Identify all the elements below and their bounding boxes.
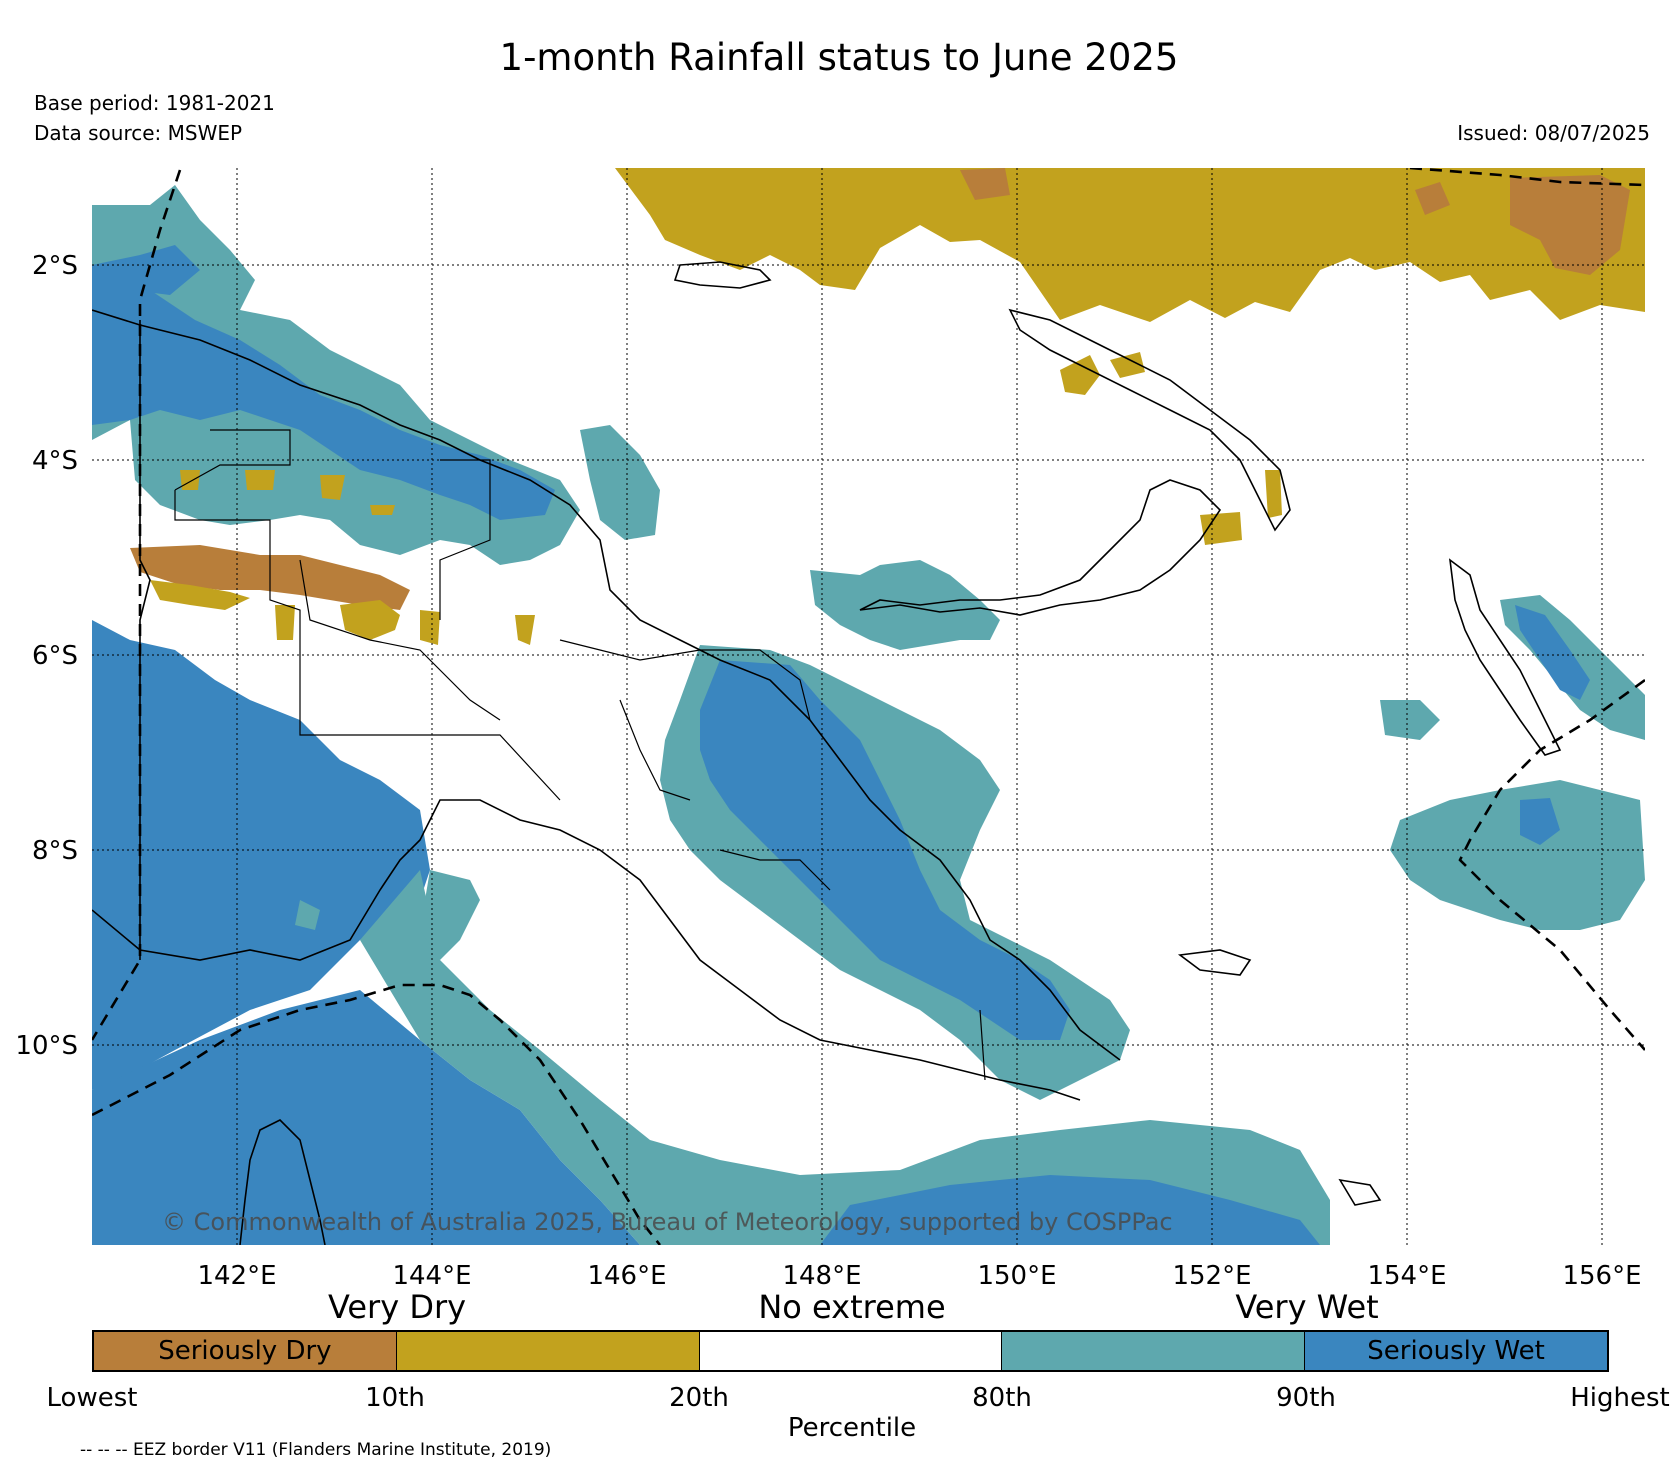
seriously-wet-west bbox=[92, 620, 430, 1090]
lon-label-156e: 156°E bbox=[1562, 1261, 1641, 1291]
lat-label-6s: 6°S bbox=[32, 641, 78, 671]
lat-label-8s: 8°S bbox=[32, 836, 78, 866]
lon-label-142e: 142°E bbox=[197, 1261, 276, 1291]
very-wet-new-britain bbox=[580, 425, 1000, 650]
coastline-bougainville bbox=[1448, 558, 1562, 756]
very-dry-north-region bbox=[615, 168, 1645, 322]
legend-segment-seriously-dry: Seriously Dry bbox=[94, 1332, 397, 1370]
legend-segment-very-wet bbox=[1002, 1332, 1306, 1370]
coastline-cape-york bbox=[239, 1119, 326, 1245]
legend-category-very-wet: Very Wet bbox=[1235, 1288, 1378, 1326]
eez-border-south bbox=[92, 983, 662, 1245]
seriously-wet-south-east bbox=[820, 1175, 1320, 1245]
legend-segment-no-extreme bbox=[699, 1332, 1003, 1370]
coastline-d-entrecasteaux bbox=[1177, 949, 1382, 1206]
seriously-dry-north-east bbox=[1510, 175, 1630, 275]
very-dry-west-1 bbox=[150, 470, 535, 645]
legend-tick-highest: Highest bbox=[1570, 1383, 1670, 1413]
lat-label-4s: 4°S bbox=[32, 446, 78, 476]
seriously-wet-west-south bbox=[92, 990, 640, 1245]
very-wet-north-west-top bbox=[92, 245, 200, 295]
seriously-wet-east bbox=[1520, 798, 1560, 845]
lat-label-2s: 2°S bbox=[32, 251, 78, 281]
coastline-new-guinea-south bbox=[92, 799, 1081, 1101]
legend-tick-lowest: Lowest bbox=[47, 1383, 138, 1413]
very-wet-gulf bbox=[295, 870, 480, 960]
legend-category-very-dry: Very Dry bbox=[328, 1288, 466, 1326]
legend-tick-20th: 20th bbox=[669, 1383, 729, 1413]
legend-axis-label: Percentile bbox=[788, 1413, 916, 1443]
legend-tick-80th: 80th bbox=[972, 1383, 1032, 1413]
eez-border-north-east bbox=[1409, 168, 1645, 187]
legend-colorbar: Seriously Dry Seriously Wet bbox=[92, 1330, 1609, 1372]
eez-border-west bbox=[92, 169, 182, 1041]
issued-date: Issued: 08/07/2025 bbox=[1457, 121, 1650, 145]
legend-segment-seriously-wet: Seriously Wet bbox=[1305, 1332, 1607, 1370]
seriously-wet-solomons bbox=[1515, 605, 1590, 700]
coastline-manus bbox=[673, 261, 772, 289]
lon-label-150e: 150°E bbox=[977, 1261, 1056, 1291]
legend-segment-label: Seriously Dry bbox=[158, 1336, 332, 1366]
coastline-new-ireland bbox=[1008, 308, 1291, 532]
very-wet-south-band bbox=[360, 870, 1330, 1245]
lat-label-10s: 10°S bbox=[15, 1031, 78, 1061]
coastline-new-guinea-north bbox=[92, 309, 1121, 1061]
legend-category-no-extreme: No extreme bbox=[758, 1288, 945, 1326]
lon-label-146e: 146°E bbox=[587, 1261, 666, 1291]
province-boundaries bbox=[174, 429, 986, 1081]
lon-label-152e: 152°E bbox=[1172, 1261, 1251, 1291]
very-dry-patch-new-ireland bbox=[1060, 352, 1282, 545]
legend-segment-label: Seriously Wet bbox=[1367, 1336, 1545, 1366]
copyright-watermark: © Commonwealth of Australia 2025, Bureau… bbox=[162, 1208, 1173, 1236]
seriously-wet-north-west bbox=[92, 280, 555, 520]
data-source: Data source: MSWEP bbox=[34, 121, 243, 145]
very-wet-east bbox=[1380, 700, 1645, 930]
legend-tick-90th: 90th bbox=[1276, 1383, 1336, 1413]
lon-label-154e: 154°E bbox=[1367, 1261, 1446, 1291]
base-period: Base period: 1981-2021 bbox=[34, 91, 275, 115]
legend-segment-very-dry bbox=[396, 1332, 700, 1370]
map-title: 1-month Rainfall status to June 2025 bbox=[499, 36, 1179, 79]
lon-label-144e: 144°E bbox=[392, 1261, 471, 1291]
graticule bbox=[92, 168, 1645, 1245]
lon-label-148e: 148°E bbox=[782, 1261, 861, 1291]
coastline-new-britain bbox=[859, 479, 1222, 616]
seriously-wet-central bbox=[700, 660, 1070, 1040]
eez-note: -- -- -- EEZ border V11 (Flanders Marine… bbox=[80, 1440, 552, 1460]
legend-tick-10th: 10th bbox=[365, 1383, 425, 1413]
